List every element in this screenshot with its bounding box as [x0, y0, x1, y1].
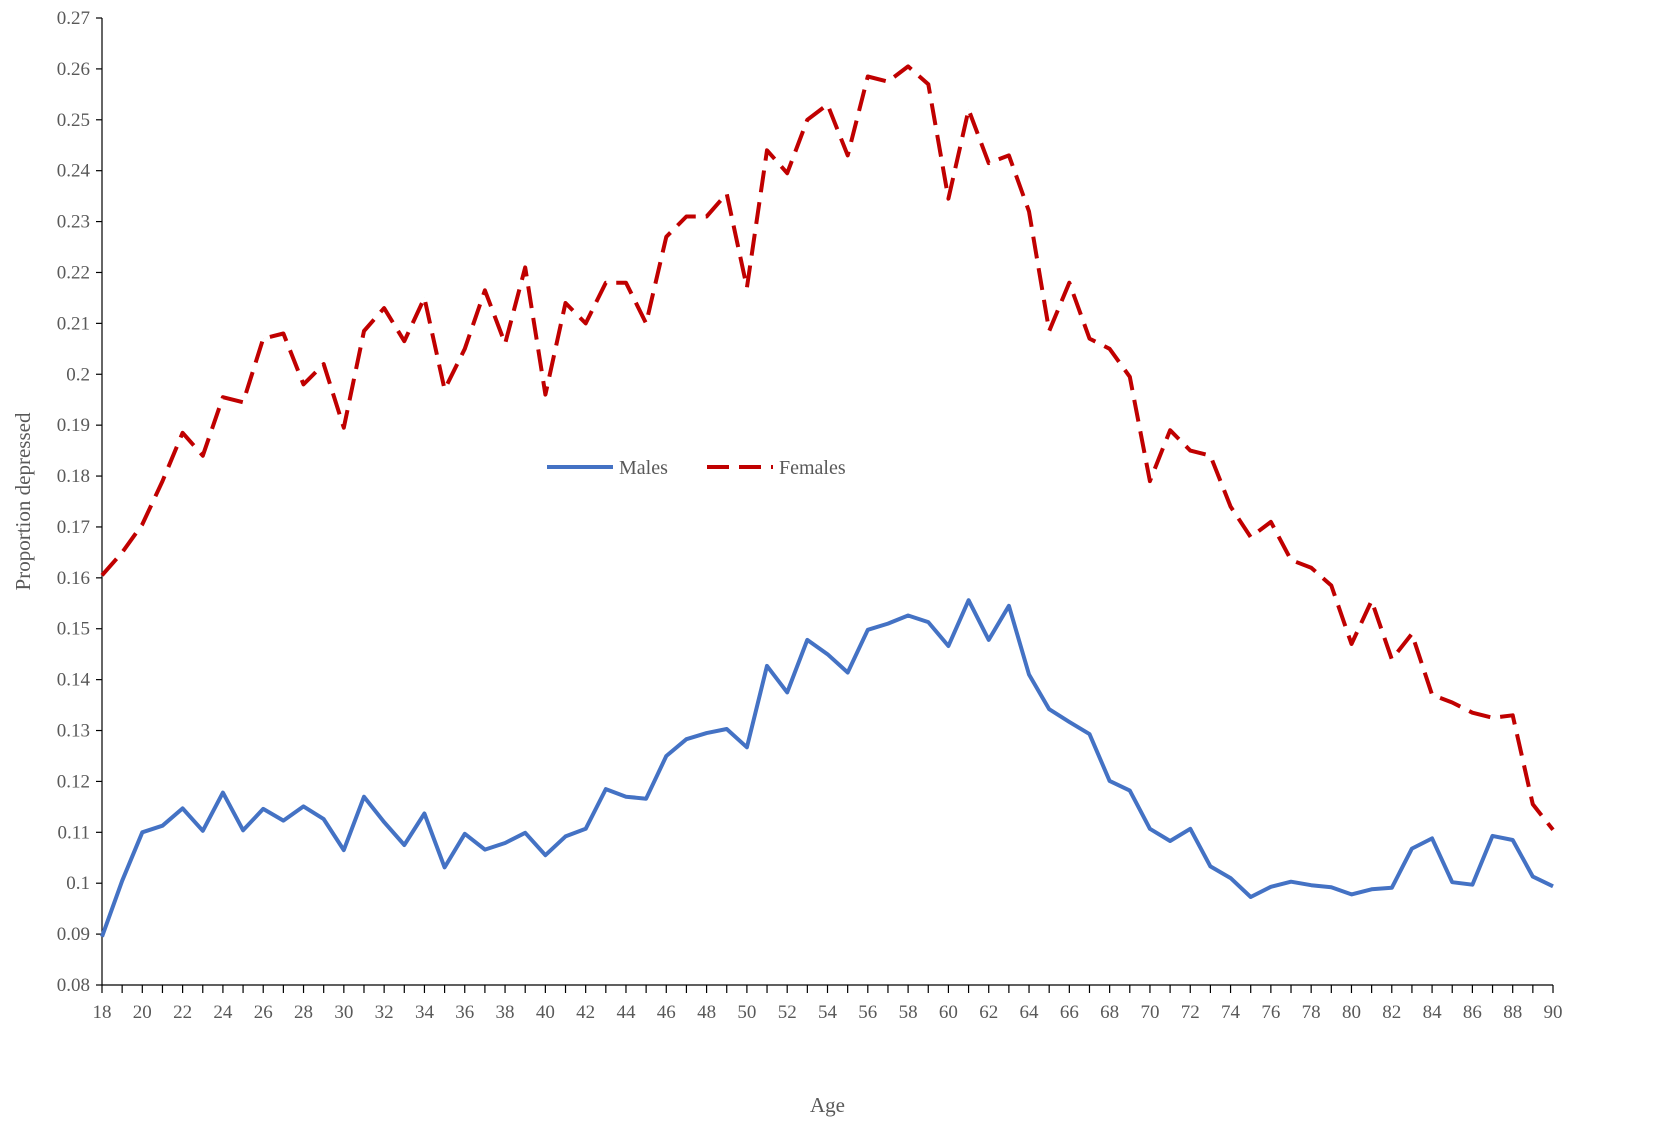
x-tick-label: 18 [93, 1002, 112, 1023]
x-tick-label: 88 [1503, 1002, 1522, 1023]
y-tick-label: 0.23 [57, 212, 90, 233]
x-tick-label: 34 [415, 1002, 435, 1023]
legend: Males Females [547, 457, 846, 479]
y-axis-title: Proportion depressed [11, 412, 35, 590]
x-tick-label: 52 [778, 1002, 797, 1023]
x-tick-label: 82 [1382, 1002, 1401, 1023]
x-axis-title: Age [810, 1093, 845, 1117]
y-tick-label: 0.15 [57, 619, 90, 640]
y-tick-label: 0.13 [57, 721, 90, 742]
y-tick-label: 0.1 [66, 873, 90, 894]
series-layer [100, 64, 1555, 938]
y-axis: 0.08 0.09 0.1 0.11 0.12 0.13 0.14 0.15 0.16 0.17 0… [57, 8, 103, 996]
y-tick-label: 0.11 [57, 822, 90, 843]
x-tick-label: 70 [1140, 1002, 1159, 1023]
legend-label-females: Females [779, 457, 846, 479]
y-tick-label: 0.12 [57, 771, 90, 792]
x-tick-label: 74 [1221, 1002, 1241, 1023]
x-tick-label: 46 [657, 1002, 676, 1023]
x-tick-label: 56 [858, 1002, 877, 1023]
x-tick-label: 64 [1020, 1002, 1040, 1023]
x-tick-label: 90 [1544, 1002, 1563, 1023]
x-tick-label: 44 [616, 1002, 636, 1023]
x-tick-label: 72 [1181, 1002, 1200, 1023]
x-tick-label: 86 [1463, 1002, 1482, 1023]
y-tick-label: 0.2 [66, 364, 90, 385]
x-tick-label: 22 [173, 1002, 192, 1023]
y-tick-label: 0.19 [57, 415, 90, 436]
x-tick-label: 20 [133, 1002, 152, 1023]
y-tick-label: 0.08 [57, 975, 90, 996]
x-tick-label: 54 [818, 1002, 838, 1023]
x-tick-label: 32 [375, 1002, 394, 1023]
legend-label-males: Males [619, 457, 668, 479]
x-tick-label: 62 [979, 1002, 998, 1023]
y-tick-label: 0.16 [57, 568, 90, 589]
x-tick-label: 58 [899, 1002, 918, 1023]
x-tick-label: 26 [254, 1002, 273, 1023]
x-tick-label: 28 [294, 1002, 313, 1023]
x-tick-label: 76 [1261, 1002, 1280, 1023]
x-tick-label: 38 [496, 1002, 515, 1023]
x-tick-label: 36 [455, 1002, 474, 1023]
x-tick-label: 68 [1100, 1002, 1119, 1023]
y-tick-label: 0.21 [57, 313, 90, 334]
y-tick-label: 0.18 [57, 466, 90, 487]
y-tick-label: 0.27 [57, 8, 90, 29]
y-tick-label: 0.09 [57, 924, 90, 945]
x-tick-label: 66 [1060, 1002, 1079, 1023]
x-tick-label: 50 [737, 1002, 756, 1023]
y-tick-label: 0.24 [57, 161, 91, 182]
x-tick-label: 48 [697, 1002, 716, 1023]
y-tick-label: 0.22 [57, 262, 90, 283]
y-tick-label: 0.26 [57, 59, 90, 80]
x-tick-label: 30 [334, 1002, 353, 1023]
x-tick-label: 24 [213, 1002, 233, 1023]
x-axis: 18 20 22 24 26 28 30 32 34 36 38 40 42 44 46 48 50 52 54 56… [93, 984, 1563, 1023]
y-tick-label: 0.17 [57, 517, 90, 538]
y-tick-label: 0.25 [57, 110, 90, 131]
x-tick-label: 84 [1423, 1002, 1443, 1023]
x-tick-label: 42 [576, 1002, 595, 1023]
x-tick-label: 60 [939, 1002, 958, 1023]
x-tick-label: 80 [1342, 1002, 1361, 1023]
x-tick-label: 40 [536, 1002, 555, 1023]
y-tick-label: 0.14 [57, 670, 91, 691]
series-line-males [100, 598, 1554, 938]
x-tick-label: 78 [1302, 1002, 1321, 1023]
series-line-females [100, 64, 1555, 832]
